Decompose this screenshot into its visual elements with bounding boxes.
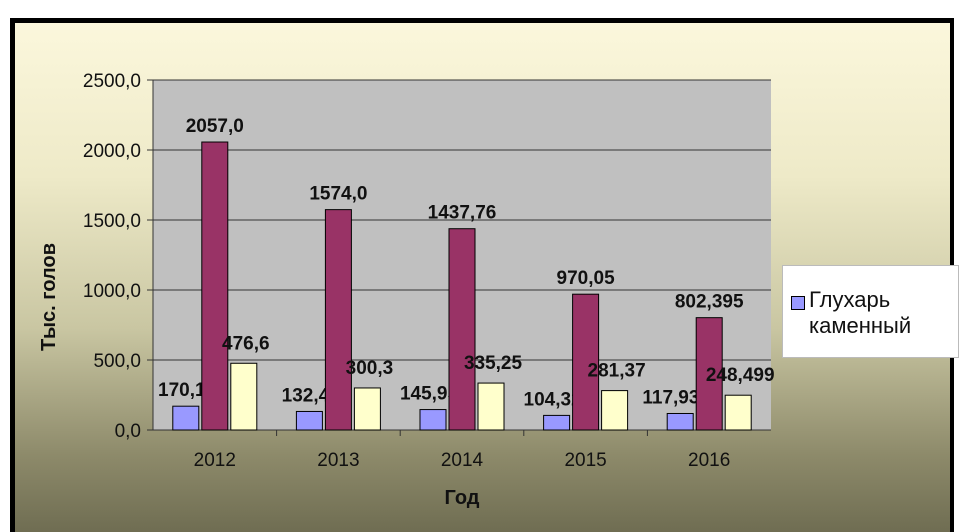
data-label: 1574,0 xyxy=(309,184,367,205)
legend: Глухарь каменный xyxy=(782,265,959,358)
bar-series-2 xyxy=(324,209,352,431)
data-label: 802,395 xyxy=(675,292,744,313)
bar-series-3 xyxy=(724,394,752,431)
bar-series-1 xyxy=(543,414,571,431)
data-label: 970,05 xyxy=(557,268,616,289)
data-label: 1437,76 xyxy=(428,203,497,224)
data-label: 476,6 xyxy=(222,333,270,354)
y-tick-label: 0,0 xyxy=(115,421,141,442)
data-label: 2057,0 xyxy=(186,116,244,137)
y-tick-label: 2000,0 xyxy=(83,141,141,162)
y-axis-title: Тыс. голов xyxy=(38,243,60,351)
data-label: 170,1 xyxy=(158,380,206,401)
data-label: 117,930 xyxy=(642,387,710,408)
data-label: 281,37 xyxy=(588,361,646,382)
bar-series-2 xyxy=(448,228,476,431)
data-label: 104,32 xyxy=(524,389,582,410)
legend-swatch xyxy=(791,296,805,310)
x-tick-label: 2012 xyxy=(194,450,236,471)
y-tick-label: 1500,0 xyxy=(83,211,141,232)
data-label: 300,3 xyxy=(346,358,394,379)
x-tick-label: 2015 xyxy=(564,450,606,471)
x-tick-label: 2013 xyxy=(317,450,359,471)
x-tick-label: 2014 xyxy=(441,450,484,471)
y-tick-label: 2500,0 xyxy=(83,71,141,92)
data-label: 132,4 xyxy=(282,385,330,406)
bar-series-3 xyxy=(477,382,505,431)
x-tick-label: 2016 xyxy=(688,450,730,471)
data-label: 145,95 xyxy=(400,384,459,405)
bar-series-1 xyxy=(172,405,200,431)
bar-series-3 xyxy=(353,387,381,431)
y-tick-label: 500,0 xyxy=(93,351,141,372)
data-label: 335,25 xyxy=(464,353,523,374)
bar-series-2 xyxy=(695,317,723,431)
x-axis-title: Год xyxy=(445,487,480,509)
y-tick-label: 1000,0 xyxy=(83,281,141,302)
bar-series-2 xyxy=(201,141,229,431)
bar-series-1 xyxy=(419,409,447,431)
bar-series-1 xyxy=(295,410,323,431)
bar-series-3 xyxy=(601,390,629,431)
bar-series-3 xyxy=(230,362,258,431)
data-label: 248,499 xyxy=(706,365,775,386)
bar-series-2 xyxy=(572,293,600,431)
legend-label: Глухарь каменный xyxy=(809,287,912,338)
bar-series-1 xyxy=(666,412,694,431)
